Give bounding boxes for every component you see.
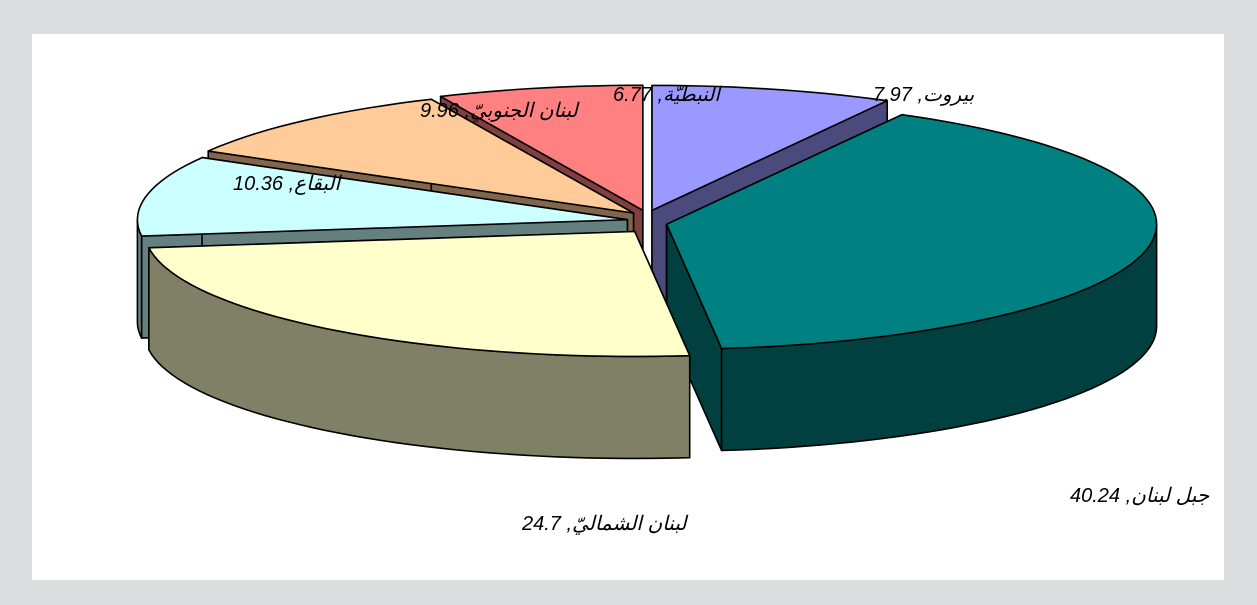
label-south-lebanon: لبنان الجنوبيّ, 9.96 (420, 100, 581, 122)
slice-north-lebanon (148, 230, 691, 460)
label-nabatieh: النبطيّة, 6.77 (613, 84, 722, 106)
label-mount-lebanon: جبل لبنان, 40.24 (1070, 485, 1210, 507)
top-mount-lebanon (665, 113, 1158, 350)
top-nabatieh (439, 84, 644, 212)
top-south-lebanon (207, 98, 635, 214)
top-beirut (651, 84, 889, 212)
label-north-lebanon: لبنان الشماليّ, 24.7 (521, 513, 689, 535)
slice-mount-lebanon (665, 113, 1158, 452)
label-bekaa: البقاع, 10.36 (233, 173, 342, 195)
label-beirut: بيروت, 7.97 (873, 84, 975, 106)
top-north-lebanon (148, 230, 691, 358)
pie-labels: بيروت, 7.97 جبل لبنان, 40.24 لبنان الشما… (233, 84, 1210, 535)
pie-wedges (136, 84, 1158, 460)
top-bekaa (136, 156, 629, 237)
outer-wall-bekaa (136, 218, 143, 339)
